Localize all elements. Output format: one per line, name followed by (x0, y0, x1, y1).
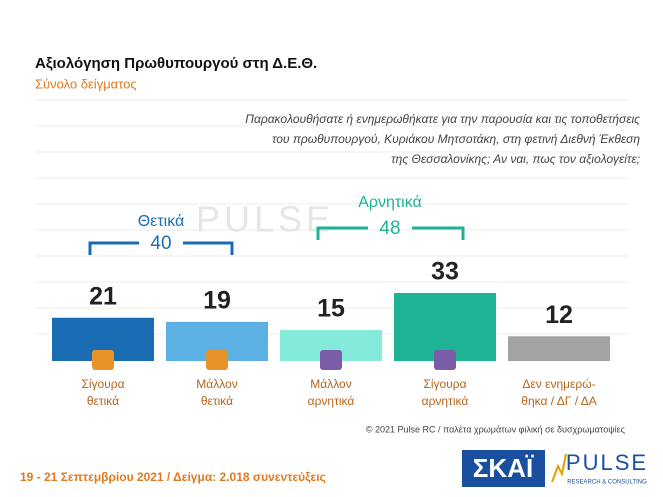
x-tick-label-line: Σίγουρα (423, 377, 466, 391)
chart-title: Αξιολόγηση Πρωθυπουργού στη Δ.Ε.Θ. (35, 55, 317, 72)
logo-box (462, 450, 545, 487)
x-tick-label: Μάλλον αρνητικά (308, 377, 355, 408)
value-label: 19 (203, 286, 231, 314)
x-tick-label-line: θετικά (87, 394, 119, 408)
logo-right: PULSE (566, 450, 648, 475)
icon (434, 350, 456, 370)
group-bracket (88, 241, 234, 255)
x-tick-label-line: αρνητικά (422, 394, 469, 408)
footer: 19 - 21 Σεπτεμβρίου 2021 / Δείγμα: 2.018… (20, 470, 326, 484)
logo-left: ΣΚΑΪ (473, 453, 534, 483)
question: του πρωθυπουργού, Κυριάκου Μητσοτάκη, στ… (272, 132, 640, 146)
bar (508, 336, 610, 361)
group-bracket (316, 226, 465, 240)
x-tick-label-line: θηκα / ΔΓ / ΔΑ (521, 394, 596, 408)
x-tick-label-line: Σίγουρα (81, 377, 124, 391)
x-tick-label: Δεν ενημερώ-θηκα / ΔΓ / ΔΑ (521, 377, 596, 408)
x-tick-label: Σίγουρα θετικά (81, 377, 124, 408)
x-tick-label-line: Δεν ενημερώ- (522, 377, 595, 391)
group-label: Θετικά (138, 213, 185, 230)
icon (320, 350, 342, 370)
icon (92, 350, 114, 370)
value-label: 12 (545, 301, 573, 329)
decor-lines (35, 99, 628, 335)
group-total: 48 (379, 218, 400, 239)
watermark: PULSE (196, 199, 334, 240)
copyright: © 2021 Pulse RC / παλέτα χρωμάτων φιλική… (366, 424, 626, 434)
group-total: 40 (150, 233, 171, 254)
chart-subtitle: Σύνολο δείγματος (35, 76, 137, 91)
bar (394, 293, 496, 361)
x-tick-label-line: θετικά (201, 394, 233, 408)
x-tick-label-line: Μάλλον (196, 377, 237, 391)
logo-mark (551, 453, 567, 483)
icon (206, 350, 228, 370)
value-label: 33 (431, 258, 459, 286)
x-tick-label: Σίγουρα αρνητικά (422, 377, 469, 408)
question: Παρακολουθήσατε ή ενημερωθήκατε για την … (245, 112, 640, 126)
x-tick-label: Μάλλον θετικά (196, 377, 237, 408)
x-tick-label-line: αρνητικά (308, 394, 355, 408)
x-tick-label-line: Μάλλον (310, 377, 351, 391)
question: της Θεσσαλονίκης; Αν ναι, πως τον αξιολο… (391, 152, 640, 166)
group-label: Αρνητικά (358, 194, 422, 211)
logo-right-sub: RESEARCH & CONSULTING (567, 480, 647, 486)
value-label: 21 (89, 282, 117, 310)
value-label: 15 (317, 295, 345, 323)
